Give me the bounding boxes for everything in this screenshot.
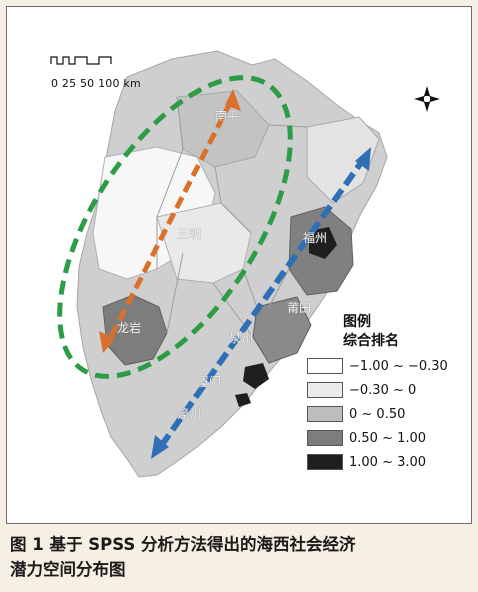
region-fuzhou-core bbox=[309, 227, 337, 259]
island-xiamen bbox=[235, 393, 251, 407]
legend-item: 0.50 ~ 1.00 bbox=[307, 426, 448, 450]
legend-label: 0 ~ 0.50 bbox=[349, 406, 406, 422]
legend-swatch bbox=[307, 454, 343, 470]
legend-item: 0 ~ 0.50 bbox=[307, 402, 448, 426]
caption-line-2: 潜力空间分布图 bbox=[10, 560, 126, 579]
region-xiamen-core bbox=[243, 363, 269, 389]
city-label-xiamen: 厦门 bbox=[197, 375, 222, 389]
legend-swatch bbox=[307, 358, 343, 374]
legend-swatch bbox=[307, 406, 343, 422]
caption-line-1: 图 1 基于 SPSS 分析方法得出的海西社会经济 bbox=[10, 535, 356, 554]
legend: 图例 综合排名 −1.00 ~ −0.30 −0.30 ~ 0 0 ~ 0.50… bbox=[307, 312, 448, 474]
legend-swatch bbox=[307, 382, 343, 398]
north-arrow-icon bbox=[414, 86, 440, 112]
legend-label: −1.00 ~ −0.30 bbox=[349, 358, 448, 374]
city-label-quanzhou: 泉州 bbox=[229, 331, 254, 345]
legend-item: 1.00 ~ 3.00 bbox=[307, 450, 448, 474]
city-label-zhangzhou: 漳州 bbox=[177, 407, 202, 421]
legend-item: −1.00 ~ −0.30 bbox=[307, 354, 448, 378]
city-label-nanping: 南平 bbox=[215, 109, 240, 123]
legend-title: 图例 bbox=[343, 314, 371, 330]
legend-label: −0.30 ~ 0 bbox=[349, 382, 417, 398]
city-label-fuzhou: 福州 bbox=[303, 231, 328, 245]
legend-subtitle: 综合排名 bbox=[343, 333, 399, 349]
legend-label: 0.50 ~ 1.00 bbox=[349, 430, 427, 446]
legend-item: −0.30 ~ 0 bbox=[307, 378, 448, 402]
map-canvas bbox=[50, 50, 440, 478]
legend-swatch bbox=[307, 430, 343, 446]
inland-zone-ellipse bbox=[57, 75, 293, 379]
city-label-sanming: 三明 bbox=[177, 227, 202, 241]
inland-axis-arrow bbox=[99, 89, 241, 353]
city-label-putian: 莆田 bbox=[287, 301, 312, 315]
coastal-axis-arrow bbox=[151, 147, 371, 459]
scale-bar bbox=[50, 56, 112, 65]
region-longyan bbox=[102, 294, 168, 366]
legend-label: 1.00 ~ 3.00 bbox=[349, 454, 427, 470]
scale-bar-label: 0 25 50 100 km bbox=[51, 77, 141, 90]
region-east-light bbox=[306, 116, 380, 204]
map-figure: 0 25 50 100 km 南平 三明 福州 莆田 泉州 龙岩 厦门 漳州 图… bbox=[6, 6, 472, 524]
city-label-longyan: 龙岩 bbox=[117, 321, 142, 335]
figure-caption: 图 1 基于 SPSS 分析方法得出的海西社会经济 潜力空间分布图 bbox=[10, 532, 470, 582]
